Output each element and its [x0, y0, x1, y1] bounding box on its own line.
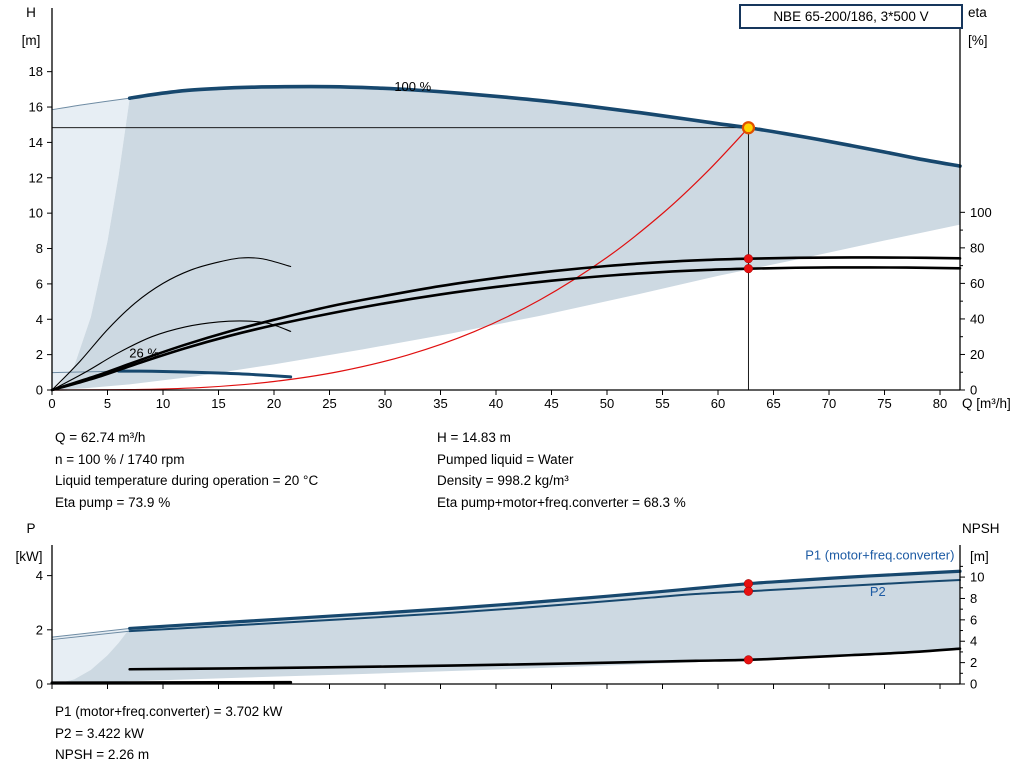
y-right-tick-label: 2 [970, 655, 977, 670]
info-line-q: Q = 62.74 m³/h [55, 430, 146, 445]
series-p1-low-flow-ext [51, 627, 131, 638]
x-tick-label: 0 [48, 396, 55, 411]
duty-info-right-column: H = 14.83 m Pumped liquid = Water Densit… [437, 427, 686, 513]
area-operating-envelope [55, 571, 960, 684]
y-right-tick-label: 6 [970, 612, 977, 627]
marker-p1-dot [743, 579, 753, 589]
x-tick-label: 60 [711, 396, 725, 411]
series-p2-low-flow-ext [51, 630, 131, 641]
y-right-tick-label: 4 [970, 634, 977, 649]
x-tick-label: 10 [156, 396, 170, 411]
x-tick-label: 25 [322, 396, 336, 411]
x-tick-label: 55 [655, 396, 669, 411]
pump-type-label: NBE 65-200/186, 3*500 V [773, 9, 929, 24]
hq-eta-chart: 0 5 10 15 20 25 30 35 40 45 50 55 60 65 70 75 80 0 2 4 6 8 10 1… [29, 8, 992, 411]
y-left-tick-label: 10 [29, 206, 43, 221]
series-eta-pump [50, 256, 962, 392]
info-line-eta-pump: Eta pump = 73.9 % [55, 494, 171, 510]
eta-axis-title: eta [968, 5, 987, 20]
series-system-curve [51, 127, 750, 391]
h-axis-title: H [26, 5, 36, 20]
y-left-tick-label: 14 [29, 135, 43, 150]
y-left-tick-label: 8 [36, 241, 43, 256]
x-tick-label: 20 [267, 396, 281, 411]
series-qh-100-low-flow-ext [51, 97, 131, 111]
x-tick-label: 75 [877, 396, 891, 411]
y-right-tick-label: 0 [970, 677, 977, 692]
marker-p2-dot [743, 586, 753, 596]
marker-eta-pump-dot [743, 254, 753, 264]
x-tick-label: 80 [933, 396, 947, 411]
area-low-flow-region [52, 98, 130, 390]
area-operating-envelope [55, 86, 960, 390]
annotation-p1-motor-freq-converter-: P1 (motor+freq.converter) [805, 547, 954, 562]
q-axis-title: Q [m³/h] [962, 396, 1011, 411]
y-left-tick-label: 4 [36, 568, 43, 583]
series-p2 [128, 578, 961, 633]
info-line-p1: P1 (motor+freq.converter) = 3.702 kW [55, 704, 283, 719]
x-tick-label: 65 [766, 396, 780, 411]
y-left-tick-label: 12 [29, 170, 43, 185]
power-info-column: P1 (motor+freq.converter) = 3.702 kW P2 … [55, 701, 282, 766]
npsh-axis-title: NPSH [962, 521, 1000, 536]
y-left-tick-label: 2 [36, 622, 43, 637]
info-line-temperature: Liquid temperature during operation = 20… [55, 473, 319, 488]
x-tick-label: 45 [544, 396, 558, 411]
x-tick-label: 15 [211, 396, 225, 411]
power-npsh-chart: 0 2 4 0 2 4 6 8 10 P1 (motor+freq.converter) P2 [36, 545, 984, 692]
y-right-tick-label: 40 [970, 311, 984, 326]
info-line-eta-total: Eta pump+motor+freq.converter = 68.3 % [437, 494, 686, 510]
y-left-tick-label: 0 [36, 383, 43, 398]
y-left-tick-label: 18 [29, 64, 43, 79]
x-tick-label: 30 [378, 396, 392, 411]
info-line-h: H = 14.83 m [437, 430, 511, 445]
info-line-liquid: Pumped liquid = Water [437, 451, 574, 467]
info-line-density: Density = 998.2 kg/m³ [437, 473, 569, 488]
x-tick-label: 70 [822, 396, 836, 411]
y-left-tick-label: 16 [29, 100, 43, 115]
h-axis-unit: [m] [21, 33, 41, 48]
marker-npsh-dot [743, 655, 753, 665]
p-axis-title: P [26, 521, 36, 536]
x-tick-label: 40 [489, 396, 503, 411]
annotation-100-: 100 % [394, 79, 431, 94]
y-right-tick-label: 10 [970, 570, 984, 585]
x-tick-label: 5 [104, 396, 111, 411]
annotation-26-: 26 % [129, 345, 159, 360]
x-tick-label: 35 [433, 396, 447, 411]
y-right-tick-label: 8 [970, 591, 977, 606]
x-tick-label: 50 [600, 396, 614, 411]
y-left-tick-label: 2 [36, 347, 43, 362]
p-axis-unit: [kW] [15, 549, 43, 564]
series-qh-100 [127, 84, 962, 168]
pump-type-box: NBE 65-200/186, 3*500 V [739, 4, 963, 29]
y-left-tick-label: 0 [36, 677, 43, 692]
info-line-speed: n = 100 % / 1740 rpm [55, 451, 185, 467]
npsh-axis-unit: [m] [970, 549, 989, 564]
series-eta-pump-26 [51, 257, 292, 391]
series-qh-26 [117, 369, 293, 379]
series-p1 [128, 569, 962, 631]
area-low-flow-region [52, 628, 130, 684]
info-line-npsh: NPSH = 2.26 m [55, 747, 150, 762]
y-right-tick-label: 60 [970, 276, 984, 291]
info-line-p2: P2 = 3.422 kW [55, 725, 144, 741]
series-npsh [128, 647, 962, 671]
duty-point[interactable] [741, 121, 756, 135]
marker-eta-total-dot [743, 264, 753, 274]
series-eta-pump-motor-freq [50, 266, 962, 392]
y-right-tick-label: 100 [970, 205, 992, 220]
duty-info-left-column: Q = 62.74 m³/h n = 100 % / 1740 rpm Liqu… [55, 427, 318, 513]
annotation-p2: P2 [870, 584, 886, 599]
y-left-tick-label: 6 [36, 276, 43, 291]
y-right-tick-label: 20 [970, 347, 984, 362]
series-p-low-speed [50, 680, 293, 685]
y-right-tick-label: 80 [970, 240, 984, 255]
y-right-tick-label: 0 [970, 383, 977, 398]
y-left-tick-label: 4 [36, 312, 43, 327]
eta-axis-unit: [%] [968, 33, 988, 48]
